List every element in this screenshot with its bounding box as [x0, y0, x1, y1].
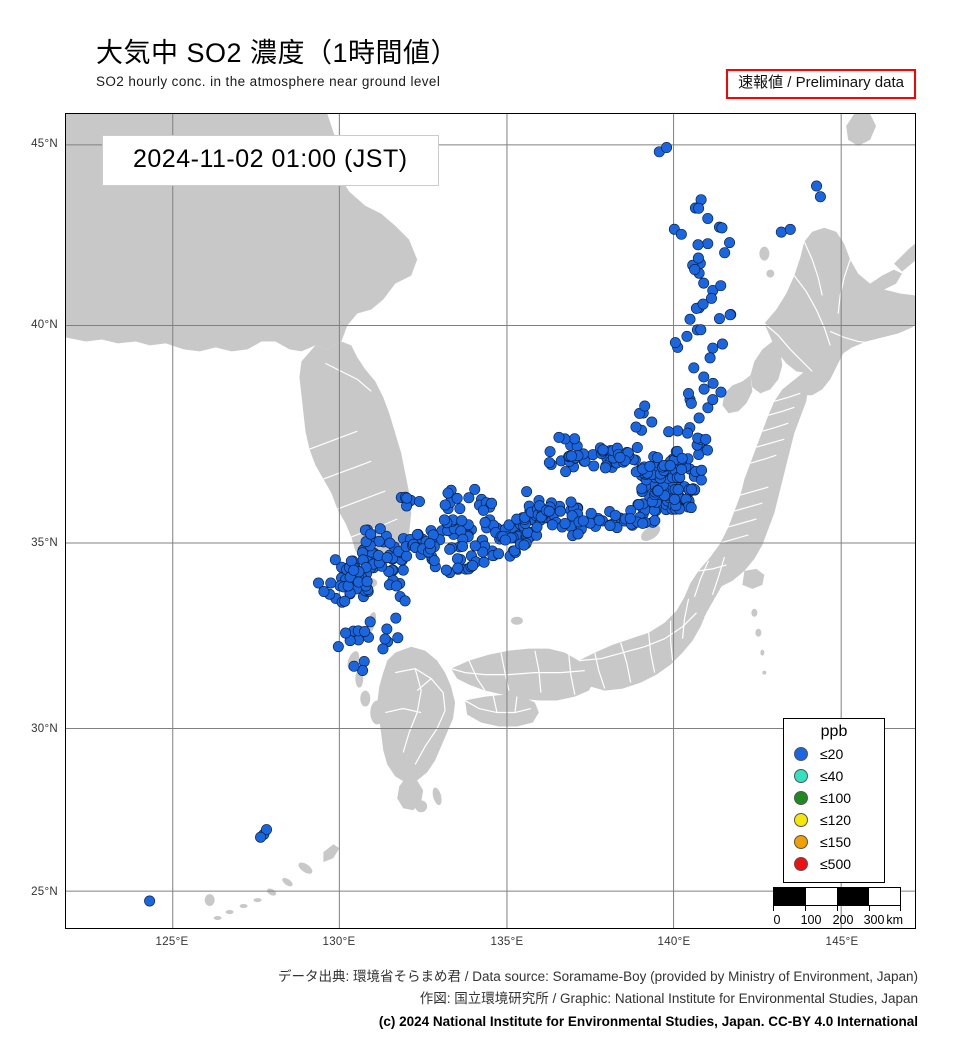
- legend-title: ppb: [820, 723, 848, 740]
- legend-swatch-icon: [794, 747, 808, 762]
- legend-row: ≤150: [790, 831, 878, 853]
- scale-bar-graphic: [773, 887, 901, 906]
- x-tick-label: 125°E: [155, 936, 189, 948]
- legend-row: ≤120: [790, 809, 878, 831]
- legend-label: ≤100: [820, 790, 852, 807]
- scale-bar-labels: 0 100 200 300 km: [773, 913, 903, 928]
- scale-tick-label: 100: [800, 913, 822, 927]
- map-svg: [66, 114, 915, 928]
- footer: データ出典: 環境省そらまめ君 / Data source: Soramame-…: [58, 966, 918, 1033]
- x-tick-label: 130°E: [322, 936, 356, 948]
- scale-bar: 0 100 200 300 km: [773, 887, 903, 928]
- y-tick-label: 30°N: [31, 723, 58, 735]
- legend-row: ≤20: [790, 743, 878, 765]
- x-tick-label: 140°E: [657, 936, 691, 948]
- scale-tick-label: 0: [773, 913, 781, 927]
- legend: ppb ≤20 ≤40 ≤100 ≤120 ≤150 ≤500: [783, 718, 885, 884]
- legend-label: ≤150: [820, 834, 852, 851]
- footer-data-source: データ出典: 環境省そらまめ君 / Data source: Soramame-…: [278, 969, 918, 984]
- preliminary-data-badge: 速報値 / Preliminary data: [726, 69, 916, 99]
- map-plot-area[interactable]: 2024-11-02 01:00 (JST) ppb ≤20 ≤40 ≤100 …: [65, 113, 916, 929]
- footer-graphic-credit: 作図: 国立環境研究所 / Graphic: National Institut…: [419, 991, 918, 1007]
- legend-label: ≤40: [820, 768, 844, 785]
- y-tick-label: 25°N: [31, 886, 58, 898]
- legend-row: ≤100: [790, 787, 878, 809]
- scale-tick-label: 200: [832, 913, 854, 927]
- scale-segment: [774, 888, 806, 905]
- x-axis: 125°E 130°E 135°E 140°E 145°E: [65, 936, 916, 956]
- scale-segment: [868, 888, 900, 905]
- scale-segment: [837, 888, 869, 905]
- footer-copyright: (c) 2024 National Institute for Environm…: [378, 1013, 918, 1029]
- scale-bar-ticks: [773, 906, 901, 912]
- legend-swatch-icon: [794, 813, 808, 828]
- legend-swatch-icon: [794, 857, 808, 872]
- prefecture-borders: [309, 241, 875, 765]
- scale-tick-label: 300: [863, 913, 885, 927]
- y-tick-label: 45°N: [31, 138, 58, 150]
- legend-label: ≤120: [820, 812, 852, 829]
- legend-row: ≤40: [790, 765, 878, 787]
- scale-unit-label: km: [886, 913, 903, 927]
- so2-station-points: [144, 142, 826, 907]
- x-tick-label: 145°E: [825, 936, 859, 948]
- y-axis: 45°N 40°N 35°N 30°N 25°N: [0, 113, 58, 929]
- legend-label: ≤500: [820, 856, 852, 873]
- scale-segment: [805, 888, 837, 905]
- legend-swatch-icon: [794, 769, 808, 784]
- legend-row: ≤500: [790, 853, 878, 875]
- legend-swatch-icon: [794, 835, 808, 850]
- timestamp-label: 2024-11-02 01:00 (JST): [102, 135, 439, 186]
- page-subtitle: SO2 hourly conc. in the atmosphere near …: [96, 74, 441, 90]
- x-tick-label: 135°E: [490, 936, 524, 948]
- legend-swatch-icon: [794, 791, 808, 806]
- legend-label: ≤20: [820, 746, 844, 763]
- page-title: 大気中 SO2 濃度（1時間値）: [96, 38, 459, 68]
- y-tick-label: 35°N: [31, 537, 58, 549]
- y-tick-label: 40°N: [31, 319, 58, 331]
- title-block: 大気中 SO2 濃度（1時間値） SO2 hourly conc. in the…: [96, 38, 696, 89]
